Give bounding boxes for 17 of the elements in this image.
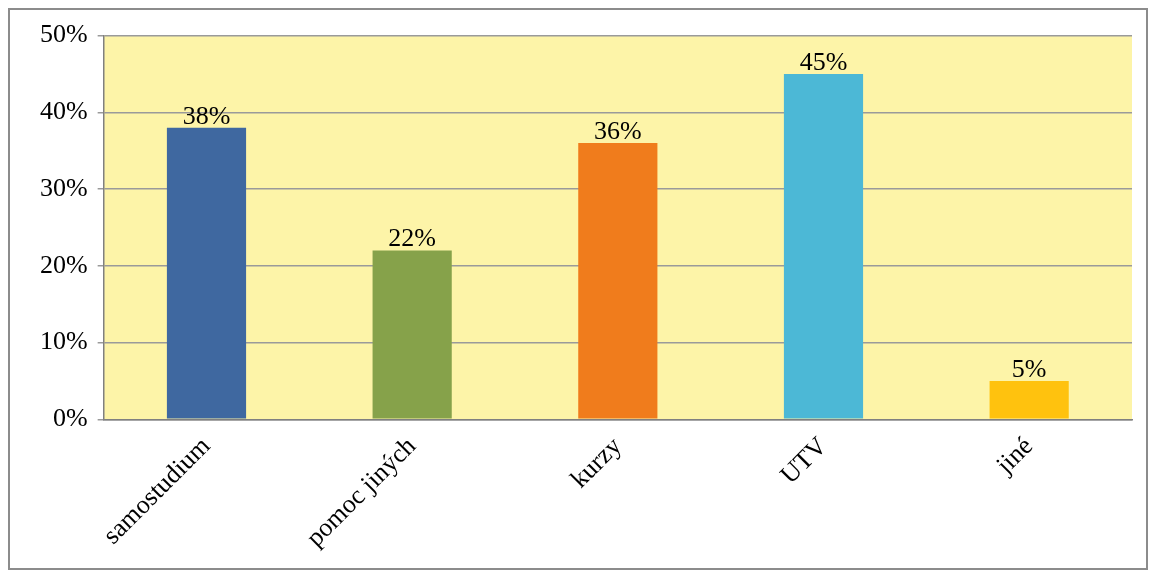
bar xyxy=(578,143,658,419)
data-label: 38% xyxy=(182,100,231,130)
y-tick-label: 10% xyxy=(39,326,88,356)
bar xyxy=(372,250,452,419)
y-tick-label: 50% xyxy=(39,19,88,49)
data-label: 5% xyxy=(1011,353,1047,383)
y-tick-label: 20% xyxy=(39,249,88,279)
bar xyxy=(783,73,864,419)
data-label: 45% xyxy=(799,46,848,76)
x-tick-label: jiné xyxy=(989,430,1039,480)
data-label: 22% xyxy=(388,223,436,253)
y-tick-label: 0% xyxy=(52,403,88,433)
bar xyxy=(989,380,1069,419)
y-tick-label: 30% xyxy=(39,172,88,202)
y-tick-label: 40% xyxy=(39,96,88,126)
data-label: 36% xyxy=(593,115,642,145)
bar xyxy=(166,127,247,419)
